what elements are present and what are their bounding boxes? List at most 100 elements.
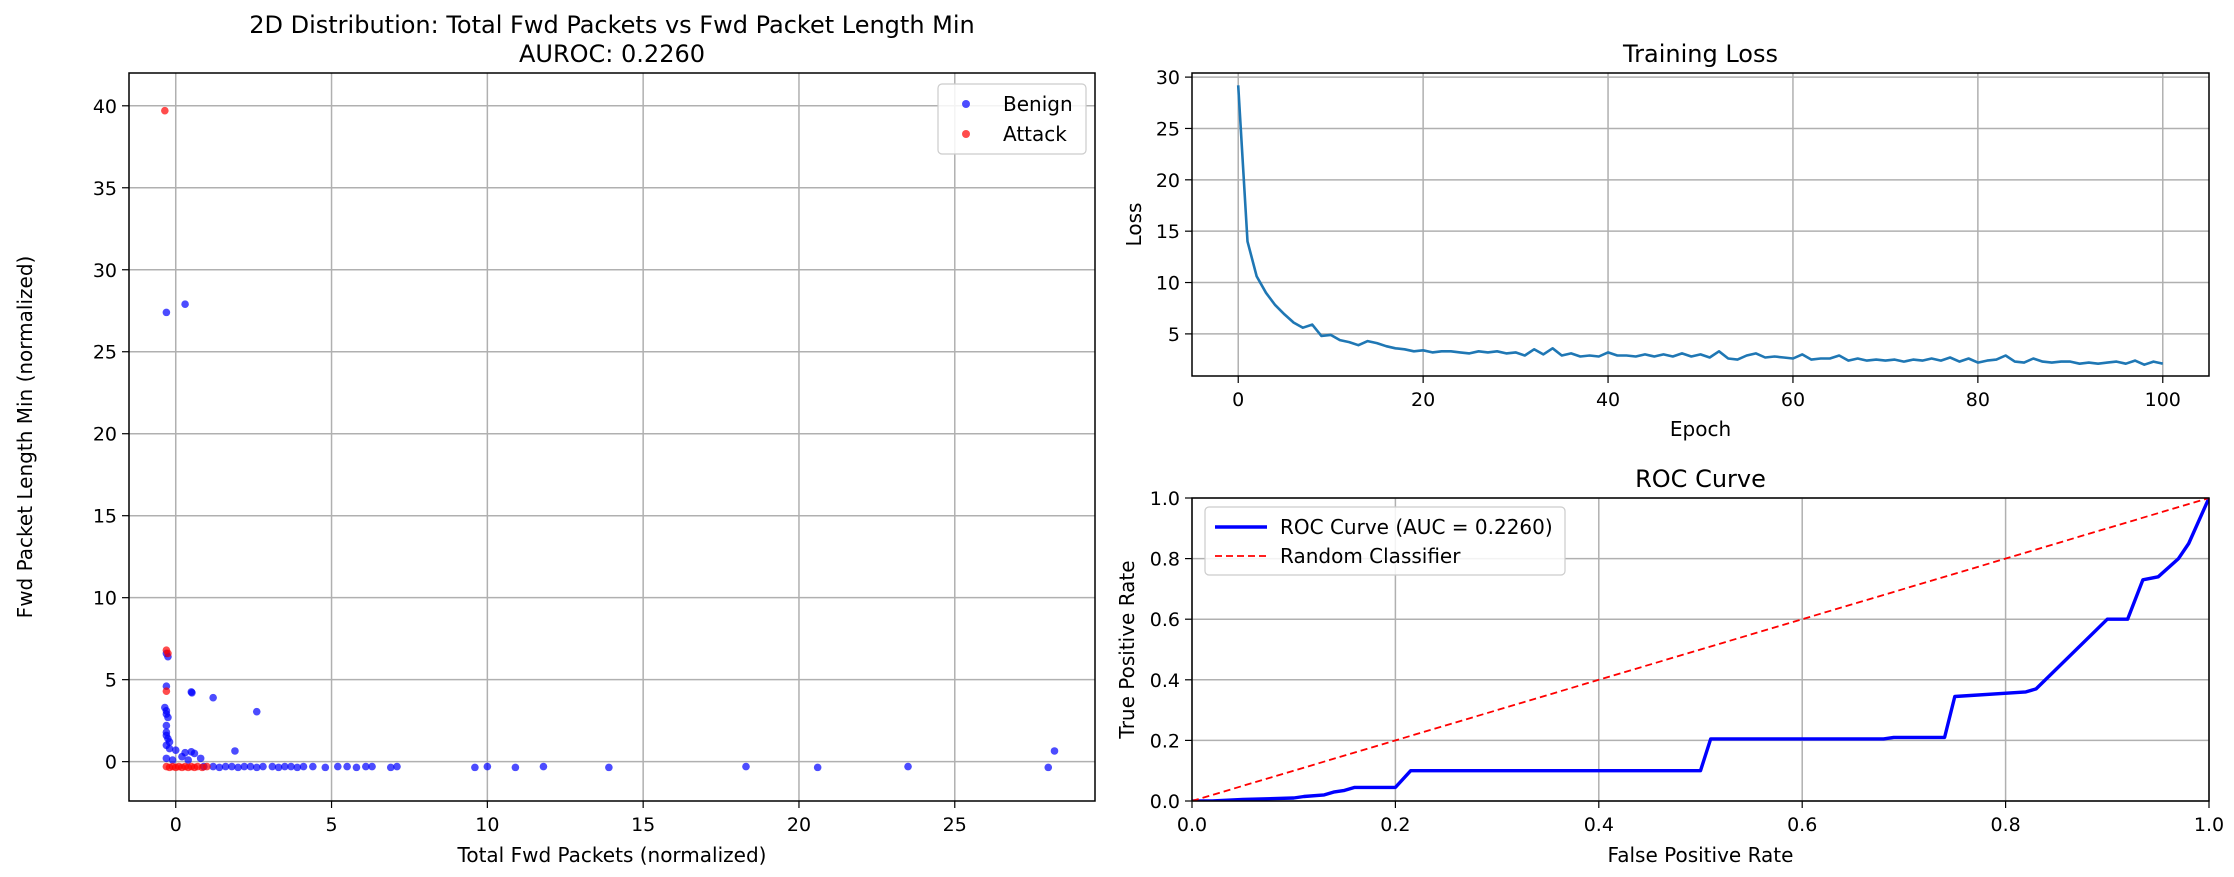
scatter-point-benign [231,747,239,755]
scatter-y-tick-label: 20 [93,424,117,446]
roc-legend-label-roc: ROC Curve (AUC = 0.2260) [1280,515,1553,539]
loss-y-tick-label: 5 [1168,324,1180,346]
roc-y-tick-label: 0.0 [1150,791,1180,813]
roc-legend-label-random: Random Classifier [1280,544,1461,568]
scatter-point-benign [605,763,613,772]
scatter-point-benign [171,746,180,754]
roc-axes-frame [1191,497,2210,802]
scatter-point-benign [1050,747,1059,755]
scatter-point-benign [162,721,171,730]
scatter-y-tick-label: 30 [93,260,117,282]
roc-legend-box [1204,506,1566,576]
roc-y-tick-label: 0.4 [1150,670,1180,692]
roc-lines-group [1192,498,2209,801]
loss-title: Training Loss [1622,40,1778,68]
scatter-x-tick-label: 0 [170,814,182,836]
scatter-x-tick-label: 25 [943,814,967,836]
scatter-point-benign [1044,763,1053,772]
scatter-point-benign [162,754,171,763]
scatter-title: 2D Distribution: Total Fwd Packets vs Fw… [249,11,975,39]
roc-x-tick-label: 0.0 [1177,814,1207,836]
roc-title: ROC Curve [1635,465,1766,493]
scatter-point-benign [742,762,750,771]
scatter-x-tick-label: 5 [326,814,338,836]
roc-x-axis-label: False Positive Rate [1608,843,1794,867]
scatter-point-benign [368,762,376,771]
scatter-x-tick-label: 15 [631,814,655,836]
scatter-point-benign [215,763,224,772]
loss-x-tick-label: 100 [2145,389,2181,411]
loss-y-tick-label: 20 [1156,170,1180,192]
scatter-point-benign [165,744,174,753]
scatter-subtitle: AUROC: 0.2260 [519,40,705,68]
scatter-point-benign [343,762,351,771]
scatter-legend-marker-attack [962,130,970,138]
scatter-point-benign [184,756,193,764]
scatter-y-axis-label: Fwd Packet Length Min (normalized) [13,256,37,619]
scatter-point-benign [268,762,277,771]
scatter-point-benign [274,763,283,772]
scatter-y-tick-label: 10 [93,588,117,610]
scatter-point-benign [168,756,177,764]
loss-x-tick-label: 80 [1966,389,1990,411]
roc-y-axis-label: True Positive Rate [1115,560,1139,739]
scatter-point-benign [362,762,370,771]
loss-y-axis-label: Loss [1122,203,1146,247]
roc-y-tick-label: 0.6 [1150,609,1180,631]
scatter-legend-marker-benign [962,100,970,108]
scatter-point-benign [352,763,361,772]
scatter-x-axis-label: Total Fwd Packets (normalized) [457,843,767,867]
loss-y-tick-label: 10 [1156,273,1180,295]
scatter-point-benign [904,762,912,771]
scatter-point-benign [164,713,172,722]
scatter-point-benign [321,763,330,772]
roc-y-tick-label: 0.8 [1150,549,1180,571]
scatter-point-benign [299,762,308,771]
loss-x-axis-label: Epoch [1670,417,1731,441]
loss-x-tick-label: 20 [1411,389,1435,411]
scatter-y-tick-label: 25 [93,342,117,364]
roc-x-tick-label: 1.0 [2194,814,2224,836]
random-classifier-line [1192,498,2209,801]
scatter-points-group [161,106,1059,772]
scatter-y-tick-label: 40 [93,96,117,118]
scatter-point-benign [333,762,342,771]
scatter-point-benign [246,762,255,771]
scatter-point-benign [511,763,520,772]
scatter-point-benign [259,762,267,771]
loss-series-line [1236,85,2164,367]
scatter-point-attack [164,649,172,658]
scatter-point-benign [471,763,479,772]
scatter-x-tick-label: 10 [475,814,499,836]
scatter-point-benign [252,763,261,772]
scatter-point-benign [813,763,822,772]
scatter-point-benign [252,707,261,716]
scatter-point-benign [309,762,317,771]
scatter-point-benign [190,749,199,758]
scatter-legend-label-attack: Attack [1003,122,1067,146]
scatter-legend-box [937,83,1087,155]
scatter-point-benign [188,688,196,697]
scatter-y-tick-label: 15 [93,506,117,528]
scatter-y-tick-label: 5 [105,670,117,692]
scatter-legend-label-benign: Benign [1003,92,1073,116]
roc-x-tick-label: 0.2 [1380,814,1410,836]
loss-x-tick-label: 0 [1232,389,1244,411]
scatter-point-benign [281,762,289,771]
scatter-point-attack [203,762,211,771]
scatter-y-tick-label: 0 [105,752,117,774]
loss-y-tick-label: 30 [1156,67,1180,89]
scatter-point-benign [240,762,249,771]
scatter-point-benign [483,762,492,771]
scatter-point-benign [234,763,242,772]
scatter-point-benign [181,300,189,308]
loss-x-tick-label: 60 [1781,389,1805,411]
scatter-y-tick-label: 35 [93,178,117,200]
scatter-point-benign [162,308,171,317]
loss-y-tick-label: 15 [1156,221,1180,243]
scatter-point-benign [221,762,230,771]
roc-y-tick-label: 1.0 [1150,488,1180,510]
scatter-point-benign [393,762,401,771]
loss-x-tick-label: 40 [1596,389,1620,411]
